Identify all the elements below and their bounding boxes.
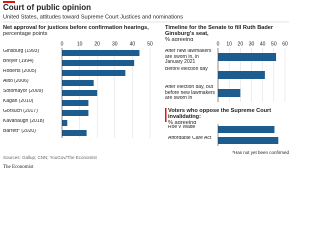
x-tick-label: 0 xyxy=(61,41,64,47)
category-label-box: Kavanaugh (2018) xyxy=(3,119,45,124)
x-tick-label: 20 xyxy=(238,41,244,47)
bar xyxy=(62,130,87,136)
category-label-box: Kagan (2010) xyxy=(3,99,34,104)
category-label-box: Gorsuch (2017) xyxy=(3,109,38,114)
x-tick-label: 30 xyxy=(249,41,255,47)
accent-bar xyxy=(3,1,15,3)
chart-subtitle: % agreeing xyxy=(168,120,197,124)
bar xyxy=(62,60,135,66)
bar xyxy=(62,110,89,116)
chart-subtitle: % agreeing xyxy=(165,37,194,41)
x-tick-label: 10 xyxy=(226,41,232,47)
category-label-box: Breyer (1994) xyxy=(3,59,34,64)
bar xyxy=(62,50,140,56)
category-label-box: Alito (2006) xyxy=(3,79,29,84)
x-tick-label: 10 xyxy=(77,41,83,47)
x-tick-label: 0 xyxy=(217,41,220,47)
source: Sources: Gallup; CNN; YouGov/The Economi… xyxy=(3,155,98,160)
bar xyxy=(218,137,279,144)
x-tick-label: 40 xyxy=(260,41,266,47)
category-label: Affordable Care Act xyxy=(168,136,212,141)
bar xyxy=(218,126,275,133)
category-label-box: Before election day xyxy=(165,67,208,72)
bar xyxy=(218,89,241,97)
chart-header-box: Net approval for justices before confirm… xyxy=(3,25,149,38)
footnote: *Has not yet been confirmed xyxy=(232,150,289,155)
chart-subtitle: percentage points xyxy=(3,31,48,38)
brand: The Economist xyxy=(3,165,34,170)
chart-header-box: Voters who oppose the Supreme Court inva… xyxy=(168,108,272,124)
chart-header-box: Timeline for the Senate to fill Ruth Bad… xyxy=(165,25,274,41)
category-label: Alito (2006) xyxy=(3,79,29,84)
category-label: Barrett* (2020) xyxy=(3,129,36,134)
category-label: Gorsuch (2017) xyxy=(3,109,38,114)
bar xyxy=(62,70,126,76)
bar xyxy=(218,53,277,61)
category-label: Ginsburg (1993) xyxy=(3,49,40,54)
page-subtitle: United States, attitudes toward Supreme … xyxy=(3,14,183,20)
category-label-box: Ginsburg (1993) xyxy=(3,49,40,54)
accent-bar xyxy=(165,108,167,122)
bar xyxy=(62,80,94,86)
category-label-box: Roberts (2005) xyxy=(3,69,37,74)
category-label-box: After election day, but before new lawma… xyxy=(165,85,216,102)
category-label-box: Roe v Wade xyxy=(168,125,196,130)
x-tick-label: 40 xyxy=(130,41,136,47)
category-label: After election day, but before new lawma… xyxy=(165,85,216,102)
bar xyxy=(218,71,265,79)
category-label-box: Sotomayor (2009) xyxy=(3,89,44,94)
chart: Court of public opinion United States, a… xyxy=(3,1,289,170)
chart-title: Voters who oppose the Supreme Court inva… xyxy=(168,108,272,121)
category-label: Kagan (2010) xyxy=(3,99,34,104)
category-label: Roe v Wade xyxy=(168,125,196,130)
x-tick-label: 60 xyxy=(282,41,288,47)
bar xyxy=(62,120,68,126)
category-label: After new lawmakers are sworn in, in Jan… xyxy=(165,49,212,66)
page-title: Court of public opinion xyxy=(3,3,91,12)
category-label-box: Barrett* (2020) xyxy=(3,129,36,134)
bar xyxy=(62,100,89,106)
chart-title: Timeline for the Senate to fill Ruth Bad… xyxy=(165,25,274,38)
category-label: Before election day xyxy=(165,67,208,72)
chart-title: Net approval for justices before confirm… xyxy=(3,25,149,31)
x-tick-label: 30 xyxy=(112,41,118,47)
category-label: Sotomayor (2009) xyxy=(3,89,44,94)
category-label: Breyer (1994) xyxy=(3,59,34,64)
category-label-box: After new lawmakers are sworn in, in Jan… xyxy=(165,49,212,66)
x-tick-label: 50 xyxy=(271,41,277,47)
x-tick-label: 50 xyxy=(147,41,153,47)
bar xyxy=(62,90,98,96)
x-tick-label: 20 xyxy=(94,41,100,47)
category-label: Kavanaugh (2018) xyxy=(3,119,45,124)
category-label-box: Affordable Care Act xyxy=(168,136,212,141)
category-label: Roberts (2005) xyxy=(3,69,37,74)
